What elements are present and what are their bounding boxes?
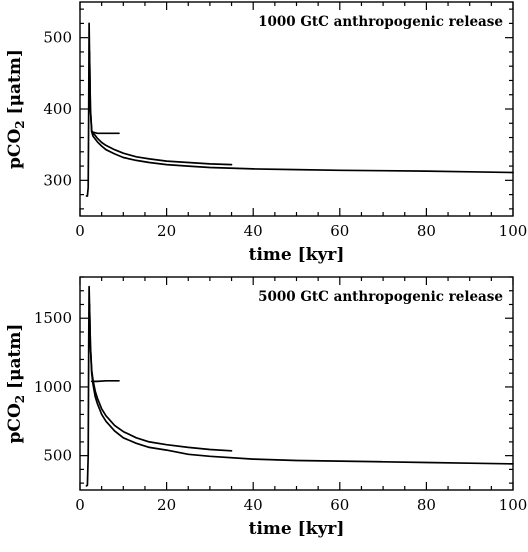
x-tick-label: 100 [499,496,528,514]
y-axis-title-subscript: 2 [13,120,27,128]
y-tick-labels: 500 1000 1500 [34,309,72,464]
y-tick-labels: 300 400 500 [43,29,72,190]
y-tick-label: 500 [43,447,72,465]
annotation: 5000 GtC anthropogenic release [258,289,503,305]
x-tick-label: 100 [499,222,528,240]
plot-frame [79,276,514,491]
y-axis-title-main: pCO [5,403,25,443]
annotation: 1000 GtC anthropogenic release [258,14,503,30]
y-axis-title-main: pCO [5,129,25,169]
panel-bottom: 5000 GtC anthropogenic release 0 20 40 60 80… [5,276,527,539]
x-tick-labels: 0 20 40 60 80 100 [75,496,527,514]
panel-top: 1000 GtC anthropogenic release 0 20 40 60 80… [5,1,527,265]
x-tick-label: 40 [244,496,263,514]
series-line [85,22,514,197]
series-lines [85,22,514,197]
x-axis-title: time [kyr] [249,519,345,539]
axis-ticks [79,276,514,490]
y-axis-title-units: [μatm] [5,324,25,395]
x-tick-label: 80 [417,222,436,240]
y-tick-label: 1000 [34,378,72,396]
x-tick-label: 0 [75,222,85,240]
y-tick-label: 400 [43,100,72,118]
x-tick-label: 20 [157,222,176,240]
plot-frame [79,1,514,217]
y-tick-label: 500 [43,29,72,47]
series-line [90,130,120,135]
series-line [88,51,233,166]
x-tick-labels: 0 20 40 60 80 100 [75,222,527,240]
y-axis-title: pCO2 [μatm] [5,324,27,444]
x-axis-title: time [kyr] [249,245,345,265]
y-tick-label: 300 [43,171,72,189]
y-axis-title: pCO2 [μatm] [5,49,27,169]
x-tick-label: 60 [330,222,349,240]
series-line [88,303,233,452]
y-axis-title-units: [μatm] [5,49,25,120]
x-tick-label: 80 [417,496,436,514]
axis-ticks [79,2,514,216]
x-tick-label: 0 [75,496,85,514]
x-tick-label: 20 [157,496,176,514]
y-axis-title-subscript: 2 [13,395,27,403]
series-line [85,285,514,487]
x-tick-label: 40 [244,222,263,240]
x-tick-label: 60 [330,496,349,514]
series-lines [85,285,514,487]
series-line [90,379,120,383]
y-tick-label: 1500 [34,309,72,327]
